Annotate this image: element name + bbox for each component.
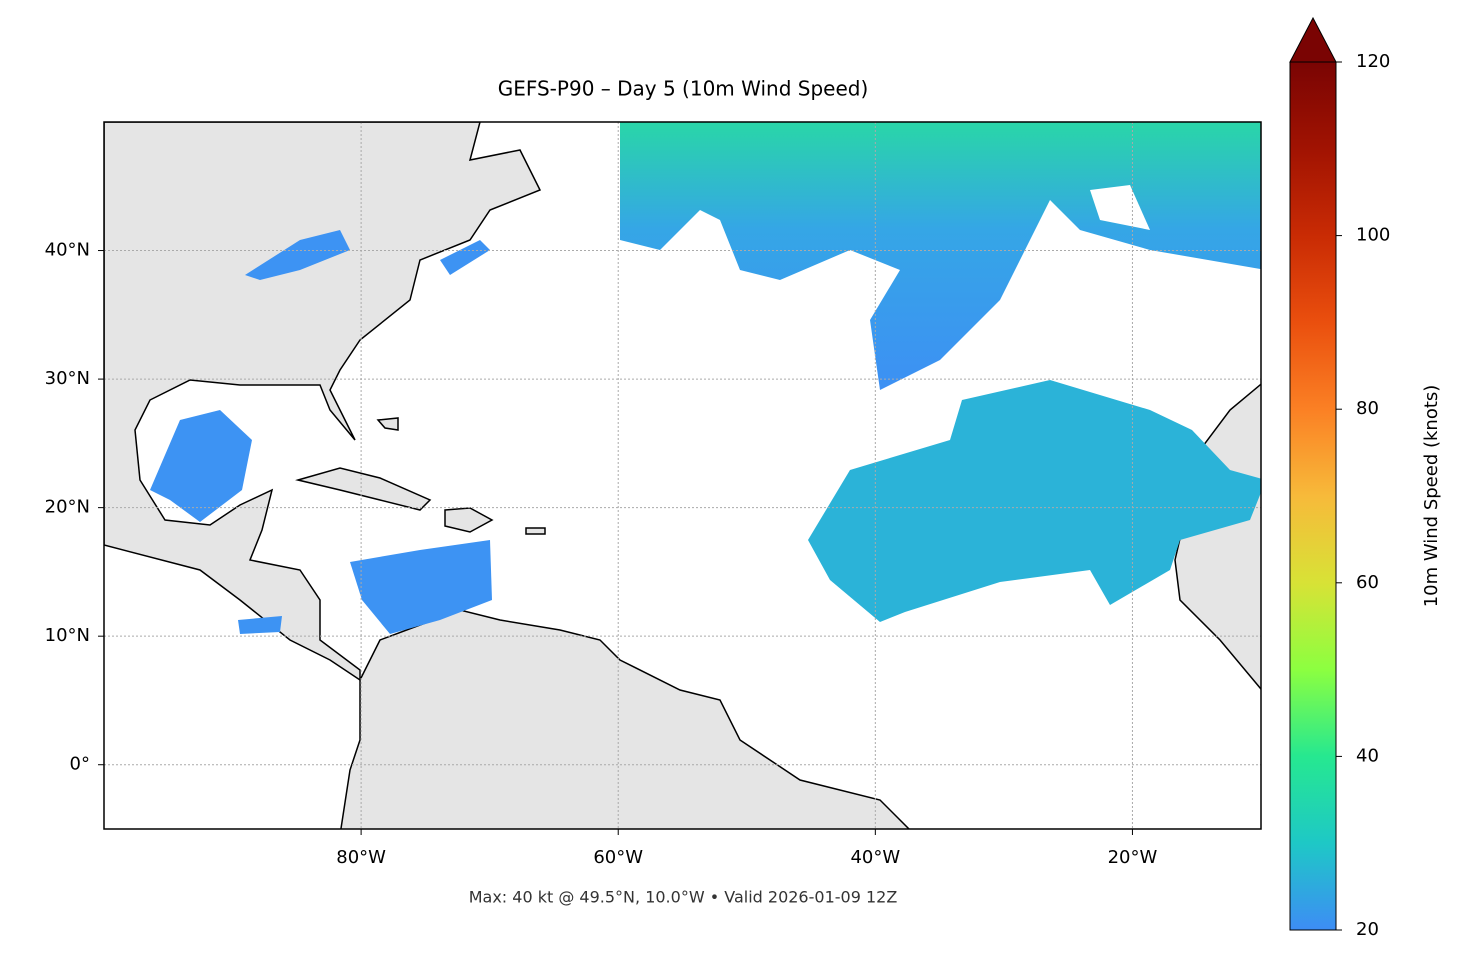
wind-north-shelf [440,240,490,275]
y-tick-label: 40°N [45,240,90,261]
map-area [104,122,1261,829]
footer-note: Max: 40 kt @ 49.5°N, 10.0°W • Valid 2026… [469,888,898,907]
y-tick-label: 0° [70,754,90,775]
wind-small [238,616,282,634]
x-tick-label: 60°W [593,847,643,868]
colorbar-extend [1289,16,1337,63]
y-tick-label: 30°N [45,368,90,389]
x-tick-label: 20°W [1108,847,1158,868]
map-frame [103,121,1262,830]
wind-great-lakes [245,230,350,280]
colorbar-label: 10m Wind Speed (knots) [1421,385,1442,608]
colorbar-tick-label: 40 [1356,745,1379,766]
florida-keys [376,417,399,431]
wind-subtropical [808,380,1261,622]
colorbar-tick-label: 60 [1356,572,1379,593]
colorbar-tick-label: 80 [1356,398,1379,419]
wind-gap [1090,185,1150,230]
wind-caribbean [350,540,492,634]
y-tick-label: 20°N [45,497,90,518]
colorbar-tick-label: 20 [1356,919,1379,940]
colorbar [1289,61,1337,931]
wind-gulf [150,410,252,522]
hispaniola [444,507,494,533]
cuba [295,467,432,511]
x-tick-label: 80°W [336,847,386,868]
y-tick-label: 10°N [45,625,90,646]
colorbar-tick-label: 100 [1356,225,1390,246]
map-title: GEFS-P90 – Day 5 (10m Wind Speed) [498,77,869,101]
colorbar-tick-label: 120 [1356,51,1390,72]
x-tick-label: 40°W [850,847,900,868]
puerto-rico [525,527,546,535]
